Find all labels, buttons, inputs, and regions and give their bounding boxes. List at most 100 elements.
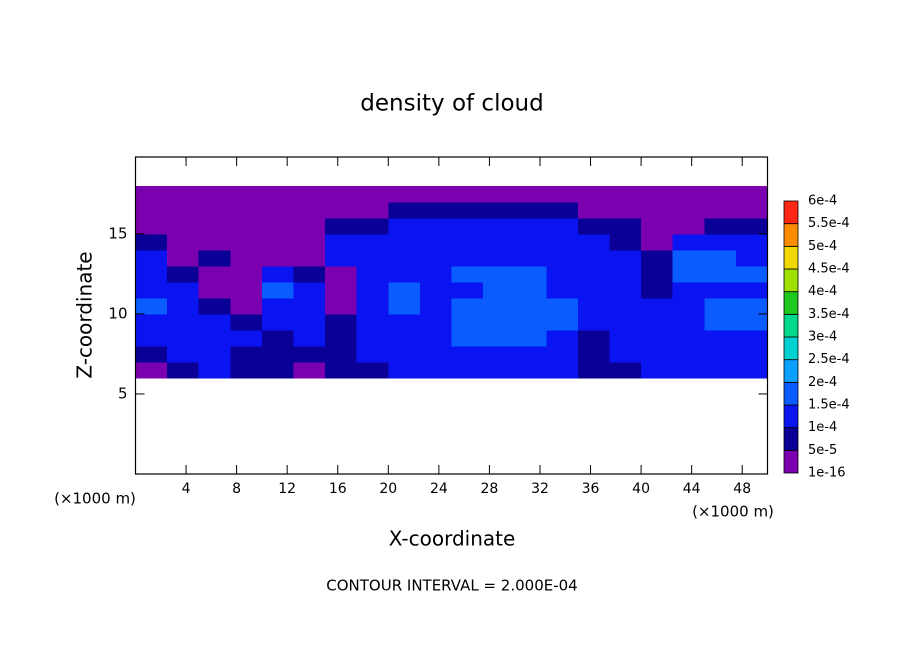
contour-cell [514, 313, 547, 331]
contour-cell [230, 265, 263, 283]
colorbar-box [783, 223, 799, 247]
contour-cell [325, 201, 358, 219]
contour-cell [577, 329, 611, 347]
contour-cell [135, 313, 168, 331]
contour-cell [451, 313, 484, 331]
y-tick-label: 5 [118, 384, 128, 402]
contour-cell [641, 281, 674, 299]
contour-cell [198, 313, 231, 331]
contour-cell [198, 361, 231, 379]
contour-cell [293, 185, 326, 203]
contour-cell [609, 345, 642, 363]
contour-cell [388, 297, 421, 315]
contour-cell [483, 185, 516, 203]
contour-cell [325, 345, 358, 363]
colorbar-label: 4e-4 [808, 284, 837, 299]
x-tick-label: 36 [582, 481, 600, 497]
contour-cell [483, 265, 516, 283]
contour-cell [704, 281, 737, 299]
contour-cell [388, 345, 421, 363]
contour-cell [135, 361, 168, 379]
contour-cell [325, 249, 358, 267]
contour-cell [135, 329, 168, 347]
contour-cell [641, 345, 674, 363]
contour-cell [261, 249, 295, 267]
contour-cell [641, 297, 674, 315]
contour-cell [546, 217, 579, 235]
colorbar-label: 5.5e-4 [808, 216, 850, 231]
contour-cell [546, 313, 579, 331]
contour-cell [735, 249, 769, 267]
contour-cell [135, 217, 168, 235]
contour-cell [704, 297, 737, 315]
contour-cell [356, 281, 389, 299]
contour-cell [325, 313, 358, 331]
contour-cell [388, 201, 421, 219]
contour-cell [198, 233, 231, 251]
contour-cell [672, 265, 705, 283]
contour-cell [419, 249, 453, 267]
contour-cell [198, 281, 231, 299]
colorbar-label: 5e-4 [808, 239, 837, 254]
contour-cell [167, 249, 200, 267]
contour-cell [261, 281, 295, 299]
contour-cell [325, 233, 358, 251]
contour-cell [704, 249, 737, 267]
contour-cell [641, 265, 674, 283]
contour-cell [356, 185, 389, 203]
contour-cell [735, 313, 769, 331]
contour-cell [230, 217, 263, 235]
contour-cell [483, 313, 516, 331]
contour-cell [198, 265, 231, 283]
y-tick-label: 15 [108, 224, 127, 242]
contour-cell [293, 313, 326, 331]
colorbar-box [783, 200, 799, 225]
x-axis-label: X-coordinate [389, 527, 516, 551]
contour-cell [356, 201, 389, 219]
contour-cell [735, 265, 769, 283]
colorbar-box [783, 291, 799, 315]
contour-cell [293, 361, 326, 379]
contour-cell [230, 313, 263, 331]
contour-cell [514, 281, 547, 299]
chart-title: density of cloud [360, 91, 543, 117]
contour-cell [293, 217, 326, 235]
contour-cell [451, 185, 484, 203]
contour-cell [356, 297, 389, 315]
contour-cell [230, 249, 263, 267]
colorbar-label: 6e-4 [808, 194, 837, 209]
contour-cell [451, 201, 484, 219]
contour-cell [546, 233, 579, 251]
contour-cell [167, 329, 200, 347]
contour-cell [135, 281, 168, 299]
y-unit: (×1000 m) [54, 490, 136, 508]
contour-cell [388, 329, 421, 347]
contour-cell [577, 233, 611, 251]
contour-cell [230, 297, 263, 315]
contour-cell [514, 329, 547, 347]
contour-cell [609, 329, 642, 347]
contour-cell [609, 265, 642, 283]
contour-cell [419, 361, 453, 379]
colorbar-box [783, 268, 799, 293]
contour-cell [483, 233, 516, 251]
colorbar-box [783, 245, 799, 270]
contour-cell [356, 217, 389, 235]
contour-cell [577, 361, 611, 379]
x-tick-label: 4 [182, 481, 191, 497]
contour-cell [609, 217, 642, 235]
x-tick-label: 12 [278, 481, 296, 497]
contour-cell [451, 249, 484, 267]
contour-cell [514, 249, 547, 267]
contour-cell [388, 185, 421, 203]
contour-cell [419, 345, 453, 363]
contour-cell [451, 233, 484, 251]
contour-cell [577, 281, 611, 299]
contour-cell [325, 281, 358, 299]
contour-cell [735, 329, 769, 347]
contour-cell [230, 345, 263, 363]
contour-cell [167, 345, 200, 363]
contour-cell [641, 249, 674, 267]
contour-cell [577, 185, 611, 203]
